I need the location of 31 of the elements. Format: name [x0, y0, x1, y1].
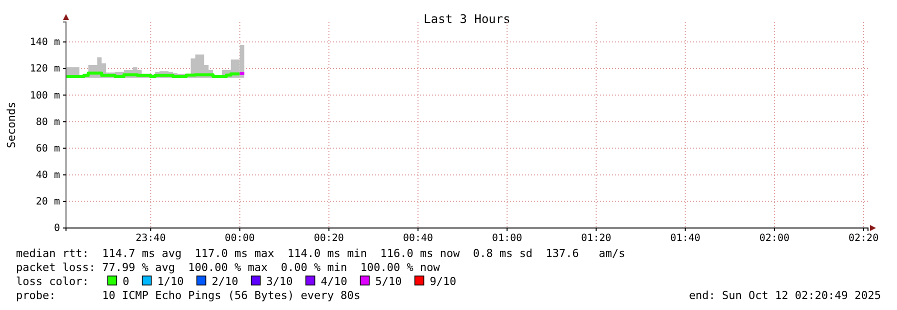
legend-label: 9/10	[430, 275, 456, 288]
text: median rtt: 114.7 ms avg 117.0 ms max 114.0 ms min 116.0 ms now 0.8 ms sd 137.6 am/s	[16, 247, 626, 260]
chart-title: Last 3 Hours	[424, 12, 510, 26]
legend-label: 1/10	[157, 275, 184, 288]
y-tick-label: 140 m	[30, 37, 60, 48]
x-tick-label: 01:40	[670, 233, 700, 244]
legend-label: 5/10	[375, 275, 402, 288]
legend-label: 2/10	[212, 275, 238, 288]
legend-label: 3/10	[266, 275, 293, 288]
legend-title: loss color:	[16, 275, 89, 288]
y-tick-label: 20 m	[36, 196, 60, 208]
x-tick-label: 00:40	[402, 233, 434, 244]
y-tick-label: 60 m	[36, 143, 60, 154]
legend-label: 4/10	[320, 275, 348, 288]
x-tick-label: 02:00	[759, 233, 790, 244]
text: probe: 10 ICMP Echo Pings (56 Bytes) every 80s	[16, 289, 360, 302]
x-tick-label: 01:00	[492, 233, 522, 244]
x-tick-label: 01:20	[581, 233, 612, 244]
y-tick-label: 80 m	[36, 116, 60, 128]
y-axis-title: Seconds	[5, 102, 18, 148]
text: end: Sun Oct 12 02:20:49 2025	[688, 289, 881, 302]
y-tick-label: 40 m	[36, 170, 60, 182]
legend-label: 0	[122, 275, 130, 288]
x-tick-label: 00:20	[314, 233, 344, 244]
x-tick-label: 02:20	[848, 233, 879, 244]
x-tick-label: 00:00	[224, 233, 255, 244]
x-tick-label: 23:40	[136, 233, 166, 244]
text: packet loss: 77.99 % avg 100.00 % max 0.00 % min 100.00 % now	[16, 261, 440, 274]
y-tick-label: 0	[54, 223, 60, 234]
y-tick-label: 120 m	[30, 64, 60, 75]
y-tick-label: 100 m	[30, 90, 60, 102]
